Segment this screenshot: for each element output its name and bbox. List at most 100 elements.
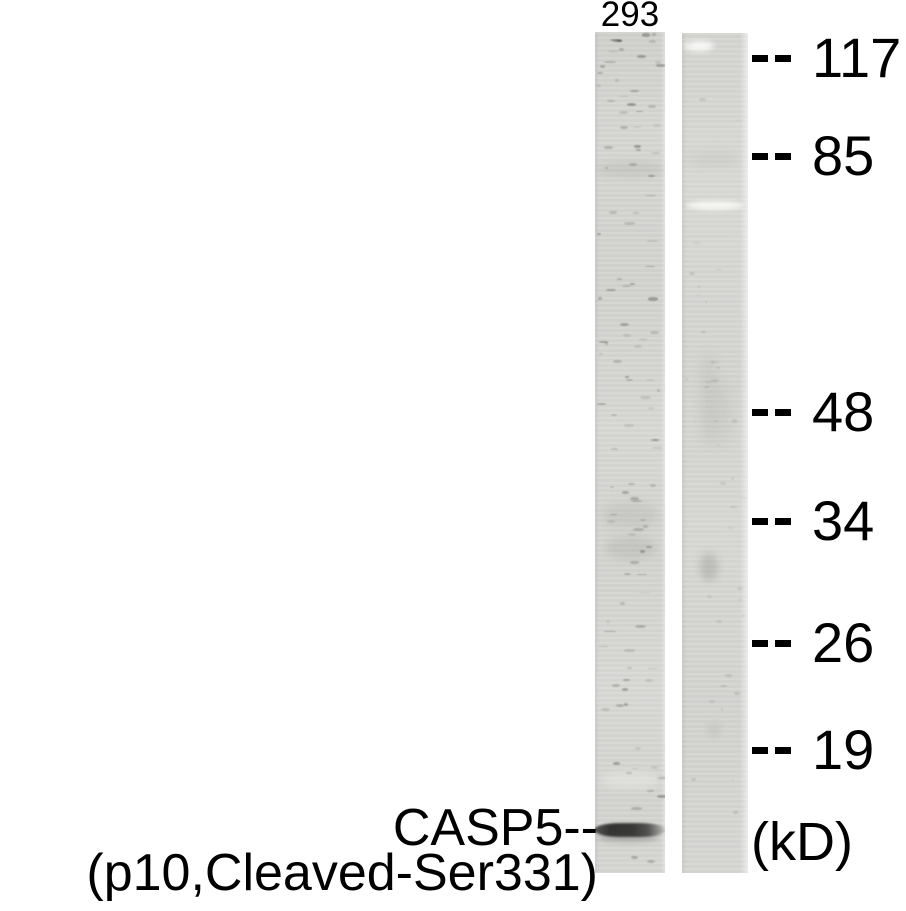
gel-speckle xyxy=(701,331,707,334)
gel-speckle xyxy=(690,778,696,781)
mw-marker-34: 34 xyxy=(752,491,874,551)
gel-speckle xyxy=(693,419,696,422)
gel-speckle xyxy=(689,272,696,276)
tick-dash xyxy=(752,746,768,754)
gel-speckle xyxy=(636,148,641,151)
gel-speckle xyxy=(632,527,645,531)
gel-speckle xyxy=(619,95,629,98)
gel-speckle xyxy=(708,699,715,703)
gel-speckle xyxy=(597,403,607,405)
gel-speckle xyxy=(720,481,727,485)
gel-speckle xyxy=(706,594,713,598)
gel-speckle xyxy=(624,648,636,652)
gel-speckle xyxy=(616,704,624,707)
gel-smudge xyxy=(686,201,744,210)
gel-speckle xyxy=(647,790,654,792)
gel-speckle xyxy=(643,525,649,529)
gel-speckle xyxy=(645,378,654,381)
gel-speckle xyxy=(741,613,746,618)
gel-speckle xyxy=(656,389,660,392)
tick-dash xyxy=(752,408,768,416)
gel-speckle xyxy=(597,232,601,236)
gel-speckle xyxy=(655,64,665,68)
gel-speckle xyxy=(632,211,639,215)
target-label: CASP5-- (p10,Cleaved-Ser331) xyxy=(0,799,598,899)
mw-value: 19 xyxy=(812,718,875,781)
gel-speckle xyxy=(647,239,658,243)
gel-speckle xyxy=(636,55,647,59)
gel-speckle xyxy=(641,33,651,37)
gel-speckle xyxy=(627,102,637,106)
gel-speckle xyxy=(638,338,648,341)
gel-speckle xyxy=(647,860,655,863)
gel-speckle xyxy=(604,146,614,149)
gel-speckle xyxy=(635,624,646,628)
gel-speckle xyxy=(610,447,619,450)
gel-speckle xyxy=(639,519,646,522)
gel-smudge xyxy=(601,502,659,528)
gel-speckle xyxy=(628,482,636,486)
gel-speckle xyxy=(711,378,719,382)
gel-speckle xyxy=(651,439,660,441)
gel-speckle xyxy=(615,79,619,82)
gel-speckle xyxy=(631,767,638,770)
gel-speckle xyxy=(622,678,631,681)
gel-lane-1 xyxy=(595,32,665,873)
tick-dash xyxy=(775,639,791,647)
gel-speckle xyxy=(627,667,633,670)
gel-speckle xyxy=(623,221,635,225)
mw-value: 26 xyxy=(812,611,875,674)
gel-speckle xyxy=(656,795,665,799)
target-label-line1: CASP5-- xyxy=(392,799,598,857)
gel-speckle xyxy=(616,277,623,280)
gel-speckle xyxy=(697,286,700,288)
gel-speckle xyxy=(612,761,621,766)
gel-speckle xyxy=(599,64,606,68)
gel-speckle xyxy=(604,167,609,170)
gel-speckle xyxy=(598,352,604,355)
gel-smudge xyxy=(686,153,742,165)
gel-speckle xyxy=(649,439,660,441)
gel-speckle xyxy=(720,708,723,711)
mw-marker-48: 48 xyxy=(752,382,874,442)
gel-speckle xyxy=(628,163,637,167)
gel-speckle xyxy=(604,630,616,633)
tick-dash xyxy=(775,517,791,525)
gel-speckle xyxy=(620,125,629,130)
gel-speckle xyxy=(640,396,651,400)
gel-speckle xyxy=(647,174,656,177)
tick-dash xyxy=(775,746,791,754)
gel-speckle xyxy=(605,620,610,624)
mw-value: 34 xyxy=(812,489,875,552)
gel-speckle xyxy=(693,241,700,245)
gel-smudge xyxy=(708,723,720,737)
mw-marker-26: 26 xyxy=(752,613,874,673)
gel-speckle xyxy=(605,288,617,292)
mw-marker-85: 85 xyxy=(752,126,874,186)
gel-speckle xyxy=(652,33,656,36)
gel-speckle xyxy=(732,419,737,423)
gel-smudge xyxy=(605,537,657,559)
gel-speckle xyxy=(653,124,661,127)
gel-speckle xyxy=(730,506,738,508)
gel-speckle xyxy=(714,419,718,422)
gel-speckle xyxy=(731,477,734,480)
gel-speckle xyxy=(609,38,622,42)
mw-marker-19: 19 xyxy=(752,720,874,780)
lane-header-293: 293 xyxy=(600,0,660,34)
gel-speckle xyxy=(715,268,723,271)
gel-speckle xyxy=(618,110,629,115)
gel-texture xyxy=(595,32,665,873)
mw-value: 85 xyxy=(812,124,875,187)
tick-dash xyxy=(775,54,791,62)
gel-speckle xyxy=(634,145,641,148)
mw-marker-117: 117 xyxy=(752,28,901,88)
gel-speckle xyxy=(650,330,660,334)
gel-speckle xyxy=(635,110,644,113)
protein-band-casp5 xyxy=(595,823,665,837)
gel-speckle xyxy=(704,300,708,303)
gel-speckle xyxy=(725,674,733,677)
gel-speckle xyxy=(609,485,615,489)
gel-speckle xyxy=(711,361,715,365)
